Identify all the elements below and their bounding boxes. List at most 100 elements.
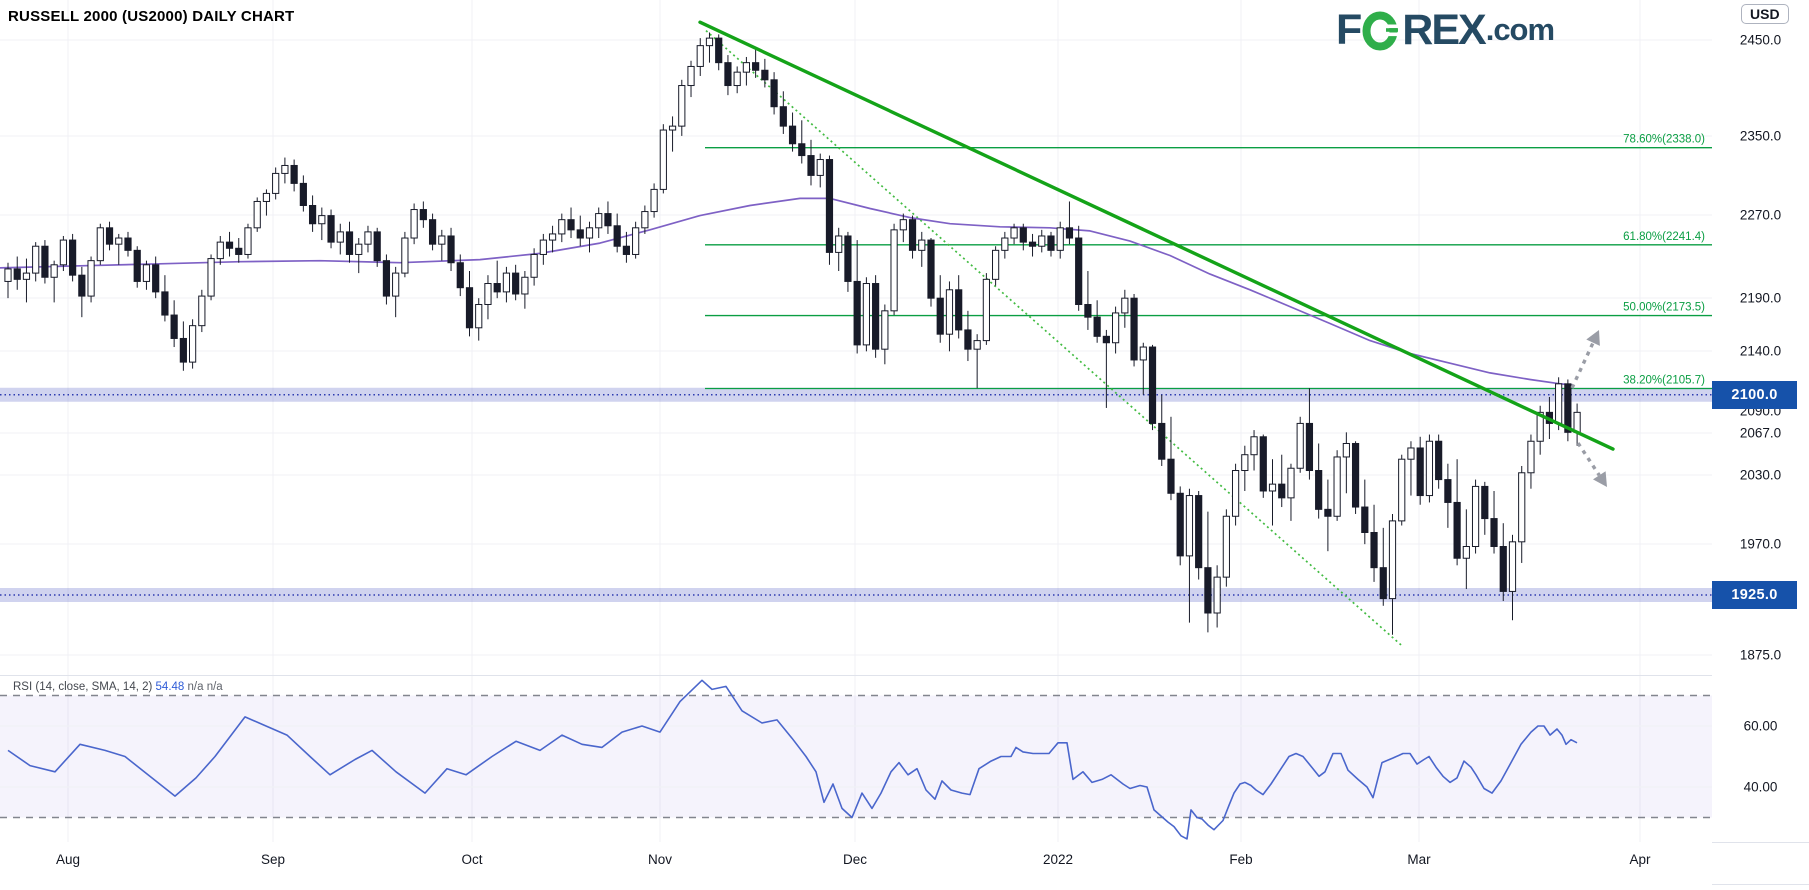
candle-body [198,295,206,327]
price-tick: 2030.0 [1739,467,1782,483]
candle-body [22,272,31,280]
candle-body [1481,485,1489,520]
chart-plot-area[interactable]: 78.60%(2338.0) 61.80%(2241.4) 50.00%(2173.… [0,0,1712,842]
candle-body [1527,440,1535,474]
candle-body [558,219,566,235]
candle-body [502,272,511,293]
candle-body [705,37,714,47]
candle-body [539,239,547,255]
candle-body [124,237,132,251]
candle-body [1296,422,1304,469]
time-axis[interactable]: Aug Sep Oct Nov Dec 2022 Feb Mar Apr [0,842,1712,890]
rsi-tick: 60.00 [1743,718,1778,734]
candle-body [13,268,21,280]
candle-body [1573,411,1581,433]
candle-body [798,143,806,157]
candle-body [872,283,880,350]
fib-label: 50.00%(2173.5) [1623,302,1705,314]
time-tick: Apr [1629,852,1651,867]
candle-body [1564,383,1572,433]
candle-body [207,258,215,297]
candle-body [733,71,741,87]
candle-body [641,211,649,229]
candle-body [881,310,889,350]
candle-body [1176,492,1184,557]
candle-body [1342,442,1350,458]
candle-body [752,62,760,71]
candle-body [1462,545,1470,559]
price-level-badge: 1925.0 [1712,581,1797,609]
fib-label: 78.60%(2338.0) [1623,134,1705,146]
price-tick: 2140.0 [1739,343,1782,359]
trendline-solid[interactable] [698,20,1615,451]
candle-body [687,65,695,87]
candle-body [844,235,852,282]
candle-body [447,235,455,264]
candle-body [1379,567,1387,600]
candle-body [1315,470,1323,510]
candle-body [299,182,307,206]
candle-body [770,79,778,108]
candle-body [742,62,750,73]
candle-body [465,287,474,329]
currency-badge: USD [1741,4,1789,24]
candle-body [382,260,391,297]
candle-body [1010,227,1018,239]
candle-body [807,155,815,176]
candle-body [69,239,77,276]
candle-body [50,264,58,278]
up-arrow-shaft [1570,341,1595,389]
time-tick: Nov [647,852,673,867]
candle-body [336,231,344,243]
candle-body [761,69,769,81]
rsi-legend: RSI (14, close, SMA, 14, 2) 54.48 n/a n/… [13,681,223,693]
candle-body [1075,237,1083,305]
up-arrow-icon [1586,330,1600,346]
candle-body [1287,467,1295,499]
rsi-line[interactable] [7,679,1578,840]
candle-body [604,213,612,227]
candle-body [576,229,584,239]
candle-body [105,227,114,245]
candle-body [530,253,538,278]
candle-body [1241,454,1249,472]
candle-body [1167,458,1175,494]
candle-body [927,239,935,299]
candle-body [1425,440,1434,497]
candle-body [853,280,861,346]
candle-body [78,274,86,297]
candle-body [1370,531,1378,569]
candle-body [1019,227,1027,243]
candle-body [613,225,621,247]
candle-body [992,249,1000,280]
candle-body [1555,383,1563,424]
time-tick: Feb [1229,852,1253,867]
candle-body [1490,518,1498,547]
candle-body [1518,472,1526,543]
candle-body [41,245,49,278]
candle-body [779,106,787,127]
price-tick: 2450.0 [1739,32,1782,48]
candle-body [1213,576,1221,614]
candle-body [87,260,95,297]
sma-line[interactable] [0,197,1573,386]
price-axis[interactable]: USD 2450.0 2350.0 2270.0 2190.0 2140.0 2090.0… [1712,0,1809,842]
candle-body [1139,346,1147,361]
candle-body [1158,422,1166,460]
candle-body [235,247,243,255]
candle-body [392,272,400,297]
candle-body [327,215,335,243]
forex-logo-f: F [1336,6,1362,54]
candle-body [1102,335,1110,344]
candle-body [262,192,271,202]
candle-body [428,219,437,245]
candle-body [1268,483,1277,492]
candle-body [1351,442,1360,508]
candle-body [715,37,723,64]
candle-body [899,219,907,231]
trendline-dotted[interactable] [705,29,1403,647]
candle-body [585,227,594,239]
candle-body [1084,303,1092,318]
candle-body [1231,470,1240,517]
